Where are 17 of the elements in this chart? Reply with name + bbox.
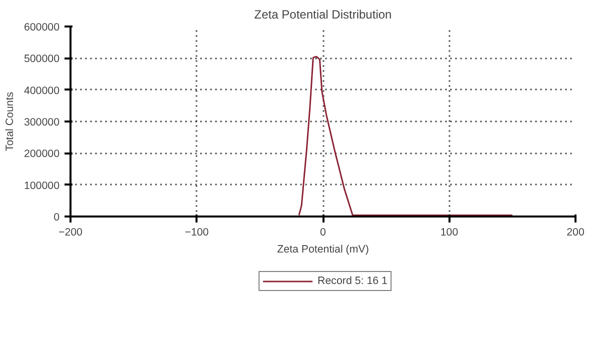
- y-tick-label: 200000: [24, 148, 60, 160]
- x-tick-label: 100: [440, 226, 458, 238]
- y-tick-label: 400000: [24, 84, 60, 97]
- y-tick-label: 600000: [24, 22, 60, 34]
- line-series: [298, 56, 514, 216]
- y-tick-label: 300000: [24, 116, 60, 128]
- y-tick-label: 0: [54, 212, 60, 224]
- y-tick-label: 100000: [24, 180, 60, 192]
- x-tick-label: −100: [184, 226, 209, 238]
- x-tick-label: 200: [566, 226, 584, 238]
- legend-label: Record 5: 16 1: [318, 274, 388, 286]
- y-axis-title: Total Counts: [4, 92, 16, 152]
- x-tick-label: −200: [58, 226, 83, 238]
- x-tick-label: 0: [320, 226, 326, 238]
- chart-title: Zeta Potential Distribution: [254, 8, 392, 22]
- y-tick-label: 500000: [24, 53, 60, 66]
- x-axis-title: Zeta Potential (mV): [277, 244, 369, 256]
